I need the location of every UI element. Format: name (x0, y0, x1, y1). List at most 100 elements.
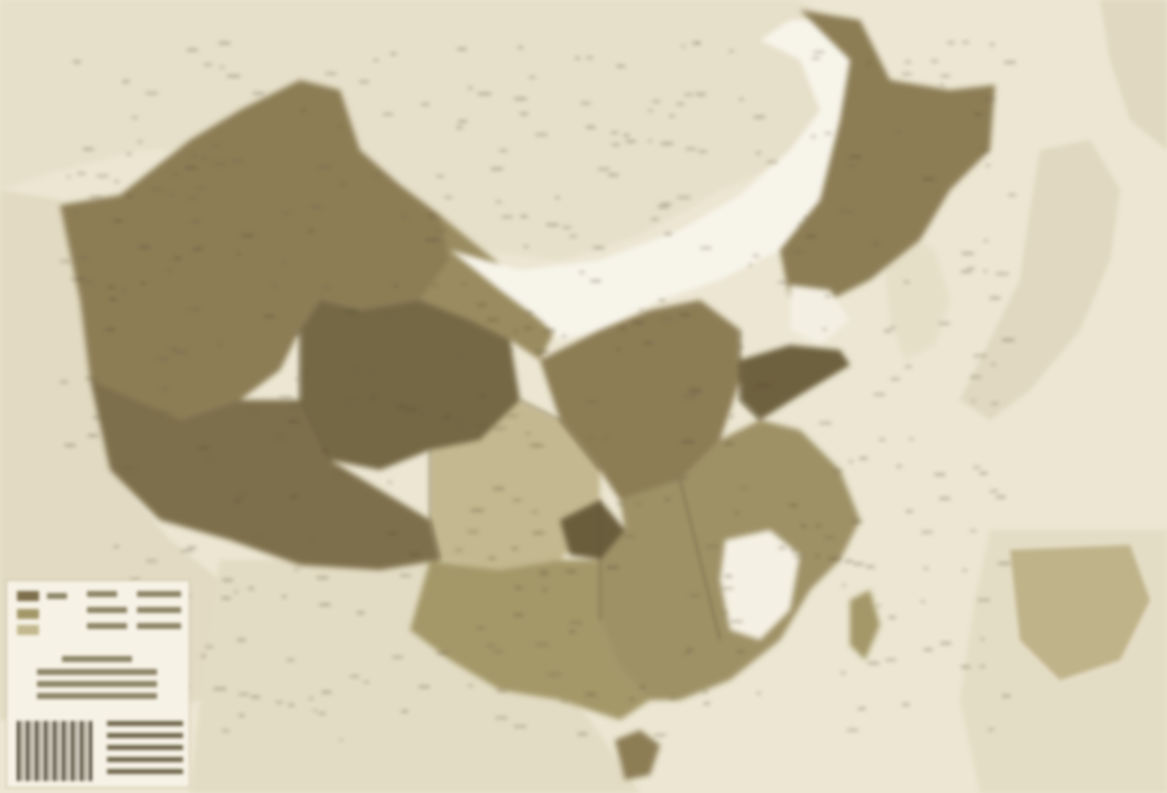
place-label-mark (288, 704, 294, 707)
place-label-mark (192, 154, 197, 157)
place-label-mark (724, 442, 734, 445)
place-label-mark (286, 658, 295, 661)
place-label-mark (72, 211, 77, 214)
place-label-mark (443, 416, 451, 419)
place-label-mark (961, 252, 974, 255)
place-label-mark (518, 46, 523, 49)
place-label-mark (350, 675, 360, 678)
legend-text-line (62, 656, 132, 662)
place-label-mark (791, 549, 797, 552)
place-label-mark (418, 685, 430, 688)
place-label-mark (909, 437, 914, 440)
place-label-mark (539, 571, 549, 573)
place-label-mark (947, 41, 955, 44)
place-label-mark (456, 419, 462, 422)
place-label-mark (839, 210, 852, 213)
place-label-mark (940, 75, 950, 77)
place-label-mark (695, 42, 701, 44)
south-neighbor-land (190, 560, 640, 793)
place-label-mark (213, 687, 227, 690)
southeast-region (410, 560, 650, 720)
place-label-mark (729, 415, 734, 418)
place-label-mark (318, 712, 326, 715)
place-label-mark (458, 355, 466, 358)
place-label-mark (852, 520, 863, 523)
place-label-mark (991, 402, 999, 405)
place-label-mark (386, 315, 396, 318)
place-label-mark (828, 557, 841, 560)
place-label-mark (493, 650, 503, 653)
place-label-mark (374, 59, 378, 62)
place-label-mark (85, 377, 97, 380)
place-label-mark (127, 195, 133, 198)
place-label-mark (394, 285, 398, 287)
place-label-mark (658, 205, 669, 208)
place-label-mark (318, 166, 331, 169)
place-label-mark (501, 215, 513, 218)
place-label-mark (137, 140, 143, 143)
place-label-mark (308, 229, 315, 232)
place-label-mark (639, 309, 644, 311)
place-label-mark (66, 175, 71, 178)
place-label-mark (970, 529, 976, 532)
place-label-mark (853, 563, 864, 565)
place-label-mark (353, 370, 360, 373)
place-label-mark (606, 566, 619, 569)
legend-text-line (87, 591, 117, 597)
place-label-mark (816, 554, 820, 557)
place-label-mark (180, 549, 193, 552)
place-label-mark (648, 109, 653, 112)
west-region (60, 80, 450, 420)
place-label-mark (520, 215, 528, 218)
place-label-mark (387, 481, 392, 484)
place-label-mark (801, 525, 807, 528)
place-label-mark (189, 308, 201, 311)
place-label-mark (505, 348, 513, 351)
place-label-mark (759, 384, 773, 387)
place-label-mark (282, 595, 287, 598)
place-label-mark (428, 214, 435, 217)
place-label-mark (514, 330, 518, 333)
place-label-mark (921, 531, 933, 534)
place-label-mark (97, 174, 109, 177)
place-label-mark (316, 576, 329, 579)
place-label-mark (232, 159, 244, 162)
place-label-mark (197, 187, 206, 190)
place-label-mark (555, 196, 560, 199)
place-label-mark (858, 707, 866, 710)
central-north-region (300, 300, 520, 470)
legend-text-line (37, 681, 157, 687)
place-label-mark (495, 716, 508, 719)
place-label-mark (222, 579, 233, 582)
place-label-mark (406, 408, 417, 411)
place-label-mark (825, 295, 830, 298)
place-label-mark (325, 72, 337, 75)
place-label-mark (151, 188, 163, 191)
place-label-mark (798, 223, 803, 226)
place-label-mark (339, 739, 343, 741)
place-label-mark (902, 703, 910, 706)
place-label-mark (418, 411, 428, 414)
legend-text-line (137, 607, 181, 613)
place-label-mark (457, 48, 467, 51)
place-label-mark (737, 345, 743, 348)
place-label-mark (979, 472, 988, 475)
place-label-mark (996, 272, 1009, 275)
place-label-mark (844, 560, 854, 563)
place-label-mark (977, 599, 990, 602)
place-label-mark (636, 502, 641, 505)
place-label-mark (218, 42, 231, 45)
place-label-mark (264, 315, 275, 318)
place-label-mark (561, 700, 566, 703)
place-label-mark (813, 51, 825, 54)
place-label-mark (146, 92, 158, 95)
place-label-mark (754, 116, 765, 118)
place-label-mark (488, 557, 496, 560)
place-label-mark (983, 270, 988, 273)
place-label-mark (535, 133, 548, 136)
place-label-mark (60, 381, 68, 383)
place-label-mark (623, 134, 630, 137)
place-label-mark (698, 150, 707, 153)
place-label-mark (493, 487, 504, 490)
